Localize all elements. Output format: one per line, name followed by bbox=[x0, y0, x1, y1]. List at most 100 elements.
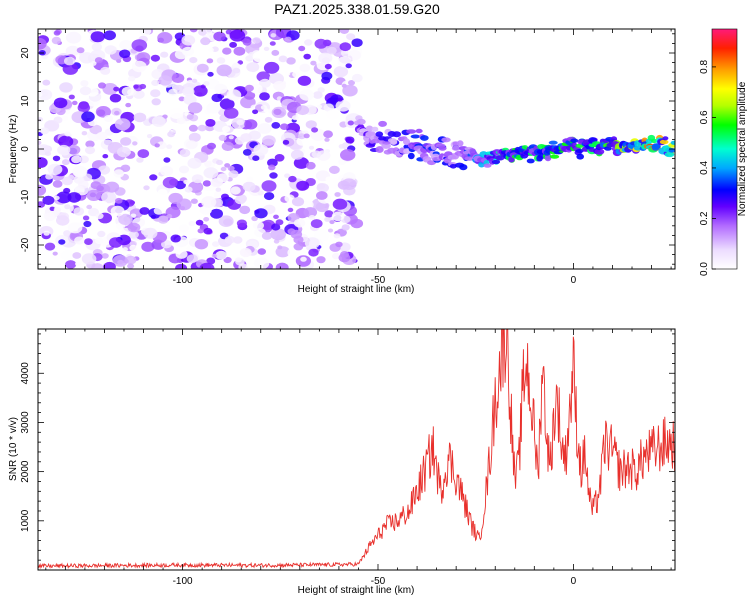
spectrogram-cell bbox=[113, 86, 120, 92]
spectrogram-cell bbox=[254, 208, 268, 219]
spectrogram-cell bbox=[308, 248, 319, 257]
spectrogram-cell bbox=[317, 87, 325, 93]
spectrogram-cell bbox=[351, 73, 363, 83]
spectrogram-cell bbox=[178, 224, 189, 233]
spectrogram-cell bbox=[45, 173, 53, 180]
spectrogram-signal-cell bbox=[670, 140, 675, 145]
spectrogram-cell bbox=[305, 161, 316, 170]
spectrogram-cell bbox=[143, 227, 158, 239]
spectrogram-cell bbox=[348, 80, 355, 86]
spectrogram-cell bbox=[251, 215, 258, 222]
spectrogram-cell bbox=[71, 155, 82, 164]
spectrogram-cell bbox=[59, 82, 73, 93]
spectrogram-cell bbox=[156, 141, 167, 150]
spectrogram-cell bbox=[300, 256, 307, 262]
spectrogram-cell bbox=[131, 39, 148, 52]
spectrogram-cell bbox=[203, 217, 210, 222]
spectrogram-cell bbox=[334, 192, 341, 197]
spectrogram-signal-cell bbox=[378, 120, 387, 127]
spectrogram-cell bbox=[292, 71, 300, 78]
spectrogram-cell bbox=[252, 37, 261, 44]
spectrogram-cell bbox=[125, 255, 137, 265]
spectrogram-cell bbox=[119, 40, 133, 51]
spectrogram-cell bbox=[174, 49, 188, 60]
spectrogram-cell bbox=[308, 215, 316, 220]
spectrogram-cell bbox=[136, 157, 144, 163]
spectrogram-cell bbox=[284, 71, 291, 77]
spectrogram-cell bbox=[196, 63, 209, 73]
spectrogram-cell bbox=[94, 57, 103, 64]
spectrogram-cell bbox=[76, 47, 85, 54]
spectrogram-signal-cell bbox=[438, 145, 447, 151]
spectrogram-cell bbox=[150, 214, 156, 219]
spectrogram-cell bbox=[89, 124, 102, 135]
spectrogram-cell bbox=[332, 198, 348, 210]
spectrogram-cell bbox=[347, 50, 362, 61]
spectrogram-cell bbox=[73, 207, 85, 216]
spectrogram-cell bbox=[150, 54, 160, 62]
spectrogram-cell bbox=[129, 240, 137, 247]
spectrogram-ytick-label: 20 bbox=[20, 47, 31, 59]
spectrogram-cell bbox=[206, 257, 216, 265]
spectrogram-cell bbox=[323, 103, 335, 112]
spectrogram-cell bbox=[67, 174, 75, 180]
spectrogram-cell bbox=[91, 263, 104, 269]
spectrogram-signal-cell bbox=[544, 154, 552, 162]
spectrogram-cell bbox=[235, 257, 242, 263]
spectrogram-signal-cell bbox=[662, 136, 669, 141]
spectrogram-cell bbox=[342, 84, 358, 97]
spectrogram-cell bbox=[240, 133, 252, 142]
spectrogram-cell bbox=[112, 255, 128, 267]
spectrogram-cell bbox=[97, 230, 106, 238]
spectrogram-cell bbox=[314, 38, 328, 49]
spectrogram-cell bbox=[316, 104, 323, 109]
spectrogram-signal-cell bbox=[381, 142, 391, 149]
spectrogram-cell bbox=[153, 206, 165, 215]
spectrogram-cell bbox=[206, 102, 221, 114]
spectrogram-cell bbox=[273, 214, 279, 219]
spectrogram-cell bbox=[68, 94, 75, 100]
spectrogram-cell bbox=[223, 107, 239, 119]
spectrogram-cell bbox=[191, 78, 198, 83]
spectrogram-cell bbox=[187, 102, 203, 114]
spectrogram-cell bbox=[84, 146, 96, 155]
spectrogram-cell bbox=[103, 115, 113, 122]
spectrogram-cell bbox=[53, 116, 63, 124]
spectrogram-cell bbox=[64, 131, 71, 137]
spectrogram-signal-cell bbox=[371, 126, 379, 132]
spectrogram-cell bbox=[291, 115, 299, 121]
spectrogram-cell bbox=[202, 180, 211, 187]
spectrogram-cell bbox=[48, 216, 55, 221]
spectrogram-cell bbox=[304, 237, 320, 249]
spectrogram-cell bbox=[79, 52, 94, 64]
spectrogram-cell bbox=[208, 47, 214, 53]
spectrogram-cell bbox=[139, 207, 150, 215]
spectrogram-cell bbox=[120, 137, 132, 146]
spectrogram-cell bbox=[242, 181, 256, 192]
spectrogram-cell bbox=[184, 186, 193, 193]
spectrogram-cell bbox=[206, 58, 214, 64]
spectrogram-cell bbox=[226, 89, 242, 101]
spectrogram-cell bbox=[130, 213, 137, 218]
spectrogram-signal-cell bbox=[356, 118, 366, 125]
spectrogram-signal-cell bbox=[651, 138, 658, 144]
spectrogram-cell bbox=[133, 112, 147, 123]
spectrogram-cell bbox=[42, 195, 55, 205]
spectrogram-cell bbox=[215, 250, 228, 260]
spectrogram-cell bbox=[190, 198, 198, 204]
spectrogram-signal-cell bbox=[365, 125, 374, 132]
spectrogram-cell bbox=[259, 78, 271, 88]
spectrogram-signal-cell bbox=[403, 138, 410, 146]
spectrogram-cell bbox=[67, 145, 81, 155]
spectrogram-cell bbox=[211, 253, 218, 258]
spectrogram-cell bbox=[100, 66, 111, 75]
spectrogram-cell bbox=[346, 33, 356, 41]
spectrogram-cell bbox=[263, 192, 275, 201]
spectrogram-cell bbox=[74, 236, 85, 245]
spectrogram-cell bbox=[58, 135, 74, 148]
spectrogram-cell bbox=[341, 224, 350, 231]
spectrogram-signal-cell bbox=[651, 144, 660, 151]
spectrogram-cell bbox=[81, 111, 95, 122]
spectrogram-ytick-label: -10 bbox=[20, 189, 31, 204]
spectrogram-cell bbox=[52, 180, 63, 188]
